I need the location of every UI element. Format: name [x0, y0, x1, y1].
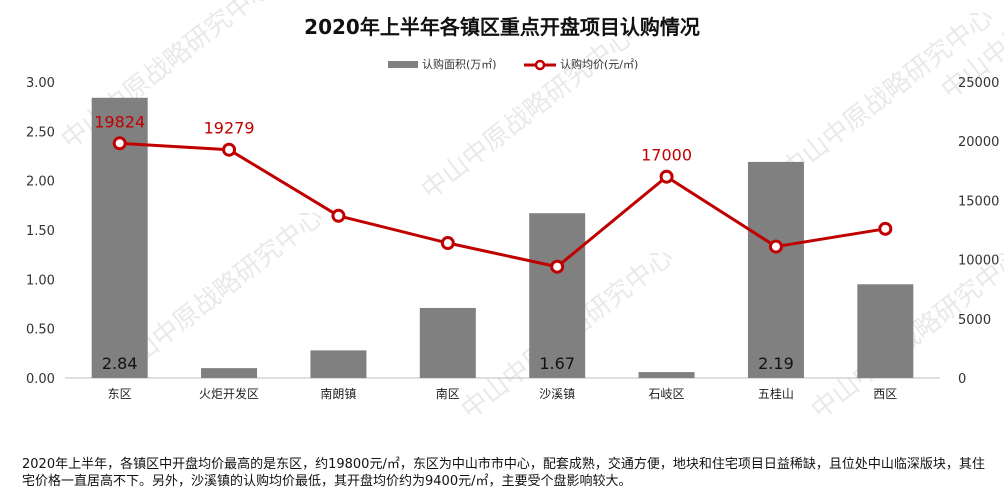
bar-南朗镇 — [310, 350, 367, 378]
line-data-label: 17000 — [641, 146, 692, 165]
bar-沙溪镇 — [529, 213, 586, 378]
bar-南区 — [419, 307, 476, 378]
y-left-tick: 1.50 — [26, 224, 55, 239]
price-point — [550, 259, 565, 274]
price-point — [878, 221, 893, 236]
legend-bar-swatch — [388, 61, 418, 68]
chart: 中山中原战略研究中心 中山中原战略研究中心 中山中原战略研究中心中山中原战略研究中心… — [26, 0, 1004, 426]
y-right-tick: 0 — [958, 372, 966, 387]
y-right-tick: 5000 — [958, 313, 991, 328]
chart-title: 2020年上半年各镇区重点开盘项目认购情况 — [304, 15, 700, 39]
x-tick-label: 东区 — [108, 387, 132, 401]
y-left-tick: 2.00 — [26, 175, 55, 190]
price-point — [768, 239, 783, 254]
bar-火炬开发区 — [201, 368, 258, 378]
x-tick-label: 火炬开发区 — [199, 386, 259, 401]
legend-bar-label: 认购面积(万㎡) — [422, 57, 497, 71]
bar-石岐区 — [638, 372, 695, 378]
price-point — [331, 208, 346, 223]
y-right-tick: 20000 — [958, 135, 999, 150]
x-tick-label: 南区 — [436, 386, 460, 401]
x-tick-label: 南朗镇 — [320, 386, 356, 401]
y-left-tick: 0.00 — [26, 372, 55, 387]
bar-西区 — [857, 284, 914, 378]
caption-text: 2020年上半年，各镇区中开盘均价最高的是东区，约19800元/㎡，东区为中山市… — [22, 457, 985, 489]
price-line — [119, 141, 886, 269]
y-right-tick: 10000 — [958, 254, 999, 269]
x-tick-label: 沙溪镇 — [539, 387, 575, 401]
bar-data-label: 2.19 — [758, 354, 794, 373]
y-left-tick: 2.50 — [26, 125, 55, 140]
y-left-tick: 1.00 — [26, 273, 55, 288]
legend-line-marker — [534, 59, 546, 71]
bar-data-label: 2.84 — [102, 354, 138, 373]
price-point — [440, 236, 455, 251]
x-tick-label: 五桂山 — [758, 386, 794, 401]
price-point — [659, 169, 674, 184]
bar-五桂山 — [747, 161, 804, 378]
x-tick-label: 石岐区 — [649, 387, 685, 401]
watermark-text: 中山中原战略研究中心 — [416, 22, 639, 206]
bar-data-label: 1.67 — [539, 354, 575, 373]
y-right-tick: 15000 — [958, 194, 999, 209]
y-left-tick: 0.50 — [26, 323, 55, 338]
price-point — [112, 136, 127, 151]
y-right-tick: 25000 — [958, 76, 999, 91]
price-point — [222, 142, 237, 157]
y-left-tick: 3.00 — [26, 76, 55, 91]
legend-line-label: 认购均价(元/㎡) — [560, 57, 638, 71]
x-tick-label: 西区 — [873, 387, 897, 401]
line-data-label: 19824 — [94, 112, 145, 131]
line-data-label: 19279 — [204, 119, 255, 138]
